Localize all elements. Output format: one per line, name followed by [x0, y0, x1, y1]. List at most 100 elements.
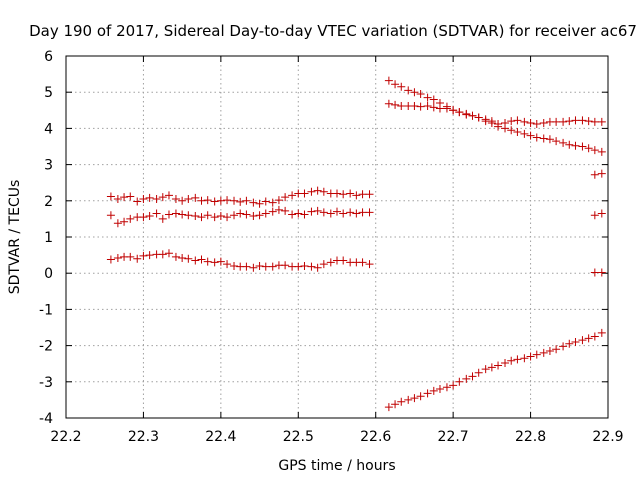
data-point: [274, 205, 283, 214]
data-point: [410, 394, 419, 403]
data-point: [578, 142, 587, 151]
data-point: [539, 134, 548, 143]
series-segment-2-lower: [384, 328, 606, 412]
series-segment-1-upper: [106, 186, 374, 208]
x-axis-label: GPS time / hours: [278, 458, 395, 474]
data-point: [223, 260, 232, 269]
data-point: [184, 194, 193, 203]
data-point: [449, 381, 458, 390]
data-point: [545, 135, 554, 144]
x-tick-label: 22.9: [592, 429, 623, 445]
data-point: [578, 336, 587, 345]
y-tick-label: 3: [44, 158, 53, 174]
chart-title: Day 190 of 2017, Sidereal Day-to-day VTE…: [29, 22, 637, 40]
data-point: [268, 198, 277, 207]
data-point: [126, 192, 135, 201]
data-point: [339, 209, 348, 218]
data-point: [152, 194, 161, 203]
data-point: [113, 194, 122, 203]
data-point: [255, 211, 264, 220]
data-point: [352, 191, 361, 200]
data-point: [513, 116, 522, 125]
data-point: [435, 385, 444, 394]
data-point: [203, 196, 212, 205]
data-point: [268, 207, 277, 216]
data-point: [365, 190, 374, 199]
data-point: [197, 213, 206, 222]
data-point: [481, 115, 490, 124]
y-tick-label: 1: [44, 230, 53, 246]
data-point: [242, 210, 251, 219]
data-point: [455, 108, 464, 117]
data-point: [384, 99, 393, 108]
data-point: [416, 90, 425, 99]
data-point: [223, 213, 232, 222]
data-point: [552, 137, 561, 146]
data-point: [197, 196, 206, 205]
data-point: [191, 256, 200, 265]
data-point: [230, 196, 239, 205]
data-point: [164, 249, 173, 258]
data-point: [597, 209, 606, 218]
data-point: [203, 257, 212, 266]
data-point: [532, 120, 541, 129]
data-point: [171, 252, 180, 261]
data-point: [178, 253, 187, 262]
data-point: [539, 348, 548, 357]
data-point: [268, 262, 277, 271]
data-point: [384, 403, 393, 412]
x-tick-label: 22.5: [283, 429, 314, 445]
data-point: [307, 207, 316, 216]
series-segment-1-lower: [106, 249, 374, 272]
data-point: [423, 93, 432, 102]
data-point: [133, 197, 142, 206]
data-point: [313, 186, 322, 195]
data-point: [404, 395, 413, 404]
data-point: [449, 106, 458, 115]
axis-ticks: [65, 55, 609, 419]
data-point: [597, 328, 606, 337]
series-segment-2-middle: [384, 99, 606, 129]
data-point: [216, 257, 225, 266]
data-point: [552, 117, 561, 126]
data-point: [590, 170, 599, 179]
data-point: [559, 138, 568, 147]
data-point: [597, 117, 606, 126]
data-point: [526, 352, 535, 361]
data-point: [565, 339, 574, 348]
data-point: [416, 102, 425, 111]
data-point: [468, 111, 477, 120]
data-point: [358, 258, 367, 267]
data-point: [404, 86, 413, 95]
data-point: [501, 358, 510, 367]
data-point: [139, 213, 148, 222]
data-point: [494, 120, 503, 129]
data-point: [513, 355, 522, 364]
data-point: [584, 117, 593, 126]
data-point: [397, 397, 406, 406]
data-point: [584, 144, 593, 153]
data-point: [300, 189, 309, 198]
data-point: [106, 211, 115, 220]
x-tick-label: 22.2: [50, 429, 81, 445]
x-tick-label: 22.6: [360, 429, 391, 445]
data-point: [346, 189, 355, 198]
data-point: [230, 261, 239, 270]
data-point: [429, 386, 438, 395]
y-tick-label: 0: [44, 266, 53, 282]
data-point: [339, 256, 348, 265]
grid: [66, 56, 608, 418]
data-point: [133, 254, 142, 263]
data-point: [197, 255, 206, 264]
data-point: [416, 392, 425, 401]
data-point: [210, 197, 219, 206]
data-point: [319, 208, 328, 217]
x-tick-label: 22.7: [438, 429, 469, 445]
data-point: [520, 129, 529, 138]
data-point: [242, 196, 251, 205]
data-point: [313, 263, 322, 272]
data-point: [281, 261, 290, 270]
data-point: [462, 374, 471, 383]
data-point: [352, 209, 361, 218]
